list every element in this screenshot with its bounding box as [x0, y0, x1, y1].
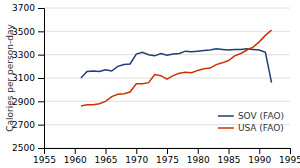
legend-swatch [218, 115, 234, 117]
y-tick-label: 2900 [12, 97, 35, 107]
x-tick-label: 1980 [187, 155, 210, 165]
y-tick: 2700 [12, 120, 44, 130]
x-tick-label: 1970 [125, 155, 148, 165]
y-tick: 3700 [12, 3, 44, 13]
x-tick-label: 1965 [95, 155, 118, 165]
grid-line [44, 31, 290, 32]
x-tick-label: 1960 [64, 155, 87, 165]
y-tick-label: 2700 [12, 120, 35, 130]
y-tick-label: 3500 [12, 27, 35, 37]
y-axis-line [38, 9, 45, 149]
x-tick: 1955 [33, 148, 56, 165]
y-tick-mark [38, 8, 44, 9]
x-tick: 1980 [187, 148, 210, 165]
x-tick-mark [198, 148, 199, 154]
legend-swatch [218, 127, 234, 129]
x-axis: 1955 1960 1965 1970 1975 1980 1985 1990 1995 [33, 148, 300, 165]
x-tick: 1990 [248, 148, 271, 165]
x-tick-mark [75, 148, 76, 154]
x-tick: 1960 [64, 148, 87, 165]
y-tick-mark [38, 31, 44, 32]
y-tick: 2500 [12, 143, 44, 153]
x-tick: 1995 [279, 148, 300, 165]
y-tick: 3300 [12, 50, 44, 60]
legend-item: SOV (FAO) [218, 111, 284, 121]
x-tick-mark [229, 148, 230, 154]
chart: 1955 1960 1965 1970 1975 1980 1985 1990 1995 2500… [0, 0, 300, 168]
x-tick: 1985 [218, 148, 241, 165]
series-line [81, 49, 272, 83]
y-axis: 2500 2700 2900 3100 3300 3500 3700 [12, 3, 44, 153]
legend-label: SOV (FAO) [238, 111, 284, 121]
y-tick-label: 3300 [12, 50, 35, 60]
y-tick-label: 2500 [12, 143, 35, 153]
y-tick: 3100 [12, 73, 44, 83]
y-tick-mark [38, 125, 44, 126]
y-tick-mark [38, 55, 44, 56]
x-axis-line [45, 149, 291, 155]
x-tick-label: 1995 [279, 155, 300, 165]
x-tick-mark [290, 148, 291, 154]
x-tick-label: 1990 [248, 155, 271, 165]
y-tick: 2900 [12, 97, 44, 107]
x-tick-label: 1985 [218, 155, 241, 165]
x-tick-label: 1975 [156, 155, 179, 165]
x-tick-mark [167, 148, 168, 154]
y-axis-label: Calories per person-day [5, 24, 15, 132]
y-tick-mark [38, 148, 44, 149]
y-tick-mark [38, 78, 44, 79]
y-tick-mark [38, 101, 44, 102]
grid-line [44, 101, 290, 102]
lines [81, 30, 272, 106]
x-tick-mark [136, 148, 137, 154]
x-tick-mark [106, 148, 107, 154]
x-tick-mark [259, 148, 260, 154]
x-tick: 1975 [156, 148, 179, 165]
legend: SOV (FAO) USA (FAO) [218, 111, 284, 133]
y-tick: 3500 [12, 27, 44, 37]
x-tick-label: 1955 [33, 155, 56, 165]
series-line [81, 30, 272, 106]
y-tick-label: 3100 [12, 73, 35, 83]
plot: 1955 1960 1965 1970 1975 1980 1985 1990 1995 2500… [12, 3, 300, 165]
x-tick: 1965 [95, 148, 118, 165]
grid [44, 8, 290, 148]
legend-item: USA (FAO) [218, 123, 284, 133]
legend-label: USA (FAO) [238, 123, 284, 133]
y-tick-label: 3700 [12, 3, 35, 13]
x-tick: 1970 [125, 148, 148, 165]
grid-line [44, 8, 290, 9]
